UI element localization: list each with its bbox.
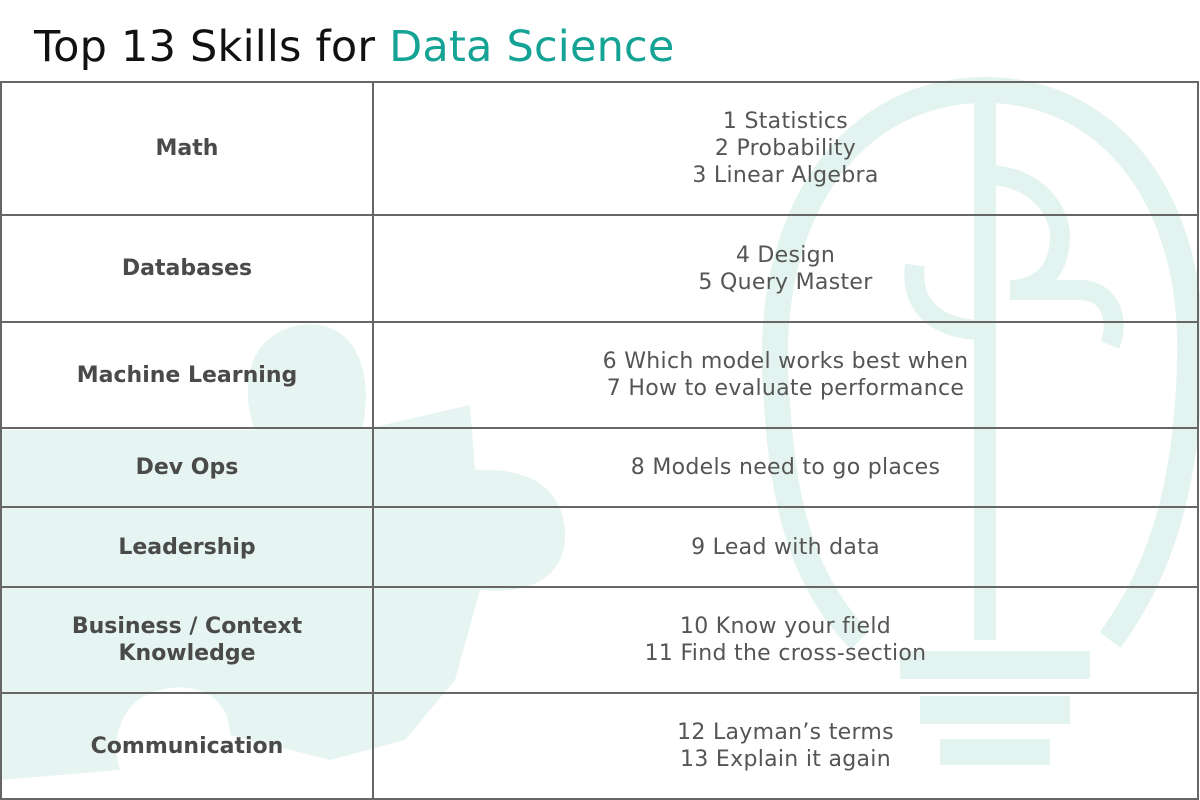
category-cell: Leadership [0, 506, 374, 588]
skills-cell: 6 Which model works best when 7 How to e… [372, 321, 1199, 429]
skills-cell: 8 Models need to go places [372, 427, 1199, 508]
table-row: Leadership 9 Lead with data [0, 506, 1199, 588]
table-row: Math 1 Statistics 2 Probability 3 Linear… [0, 81, 1199, 216]
category-label: Leadership [118, 534, 256, 560]
category-cell: Communication [0, 692, 374, 800]
page-title: Top 13 Skills for Data Science [34, 22, 675, 72]
skill-item: 6 Which model works best when [602, 349, 969, 374]
category-cell: Machine Learning [0, 321, 374, 429]
skill-item: 8 Models need to go places [630, 455, 941, 480]
table-row: Communication 12 Layman’s terms 13 Expla… [0, 692, 1199, 800]
category-cell: Databases [0, 214, 374, 323]
skill-item: 10 Know your field [679, 614, 892, 639]
skills-table: Math 1 Statistics 2 Probability 3 Linear… [0, 81, 1199, 800]
skill-item: 3 Linear Algebra [692, 163, 879, 188]
skills-cell: 4 Design 5 Query Master [372, 214, 1199, 323]
table-row: Databases 4 Design 5 Query Master [0, 214, 1199, 323]
skill-item: 5 Query Master [698, 269, 873, 295]
skill-item: 1 Statistics [722, 109, 849, 134]
skill-item: 7 How to evaluate performance [606, 376, 965, 401]
category-label: Machine Learning [76, 362, 298, 388]
skill-item: 2 Probability [714, 136, 857, 161]
category-cell: Math [0, 81, 374, 216]
skill-item: 11 Find the cross-section [644, 641, 927, 666]
category-label: Math [155, 136, 219, 161]
skill-item: 13 Explain it again [680, 747, 891, 772]
title-accent: Data Science [389, 22, 675, 72]
skill-item: 4 Design [735, 242, 836, 268]
skills-cell: 9 Lead with data [372, 506, 1199, 588]
table-row: Business / Context Knowledge 10 Know you… [0, 586, 1199, 694]
category-label: Knowledge [118, 641, 256, 666]
skills-cell: 10 Know your field 11 Find the cross-sec… [372, 586, 1199, 694]
category-label: Business / Context [71, 614, 303, 639]
category-label: Communication [90, 733, 284, 759]
title-prefix: Top 13 Skills for [34, 22, 376, 72]
skills-cell: 1 Statistics 2 Probability 3 Linear Alge… [372, 81, 1199, 216]
category-label: Databases [121, 256, 253, 281]
category-label: Dev Ops [135, 455, 239, 480]
category-cell: Business / Context Knowledge [0, 586, 374, 694]
skill-item: 12 Layman’s terms [677, 720, 894, 745]
table-row: Machine Learning 6 Which model works bes… [0, 321, 1199, 429]
category-cell: Dev Ops [0, 427, 374, 508]
table-row: Dev Ops 8 Models need to go places [0, 427, 1199, 508]
skill-item: 9 Lead with data [691, 534, 880, 560]
skills-cell: 12 Layman’s terms 13 Explain it again [372, 692, 1199, 800]
